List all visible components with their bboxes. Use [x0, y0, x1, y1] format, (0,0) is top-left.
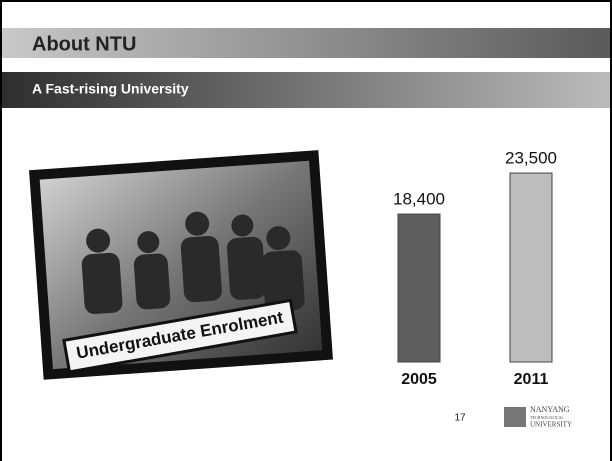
logo: NANYANG TECHNOLOGICAL UNIVERSITY	[504, 405, 572, 429]
x-tick-label: 2011	[514, 371, 549, 388]
value-label: 23,500	[505, 149, 557, 168]
subtitle: A Fast-rising University	[32, 81, 189, 97]
title: About NTU	[32, 33, 136, 55]
x-tick-label: 2005	[401, 371, 437, 388]
page-number: 17	[454, 413, 466, 424]
logo-crest	[504, 407, 526, 427]
bar	[510, 173, 552, 362]
logo-text: UNIVERSITY	[530, 421, 572, 429]
value-label: 18,400	[393, 190, 445, 209]
bar	[398, 214, 440, 362]
logo-text: NANYANG	[530, 405, 570, 414]
slide: About NTU A Fast-rising University Under…	[0, 0, 612, 461]
photo: Undergraduate Enrolment	[29, 150, 333, 380]
logo-text: TECHNOLOGICAL	[530, 415, 564, 420]
